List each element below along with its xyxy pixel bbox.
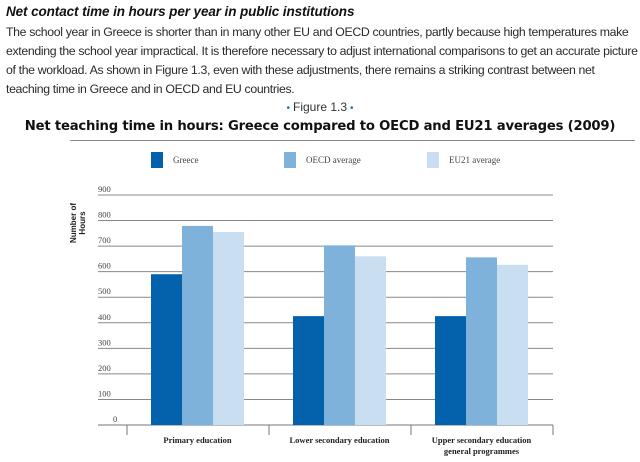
y-tick-label: 700 <box>98 235 111 245</box>
legend-item-oecd: OECD average <box>284 152 361 168</box>
bar-eu21-average-1 <box>213 232 244 425</box>
y-tick-label: 500 <box>98 286 111 296</box>
legend-swatch-eu21 <box>427 152 439 168</box>
y-tick-label: 400 <box>98 312 111 322</box>
title-divider <box>70 140 635 141</box>
bar-chart: 0 100 200 300 400 500 600 700 800 900 <box>98 184 554 435</box>
y-tick-label: 0 <box>113 414 117 424</box>
x-tick-label: Primary education <box>118 435 278 446</box>
y-tick-label: 600 <box>98 261 111 271</box>
x-tick-label-line: Upper secondary education <box>431 435 532 445</box>
x-tick-label-line: Lower secondary education <box>289 435 390 445</box>
legend-item-eu21: EU21 average <box>427 152 500 168</box>
x-tick-label-line: general programmes <box>443 446 520 456</box>
y-tick-label: 900 <box>98 184 111 194</box>
x-tick-label: Upper secondary education general program… <box>402 435 562 457</box>
bar-oecd-average-1 <box>182 225 213 425</box>
body-paragraph: The school year in Greece is shorter tha… <box>6 25 638 96</box>
bar-eu21-average-2 <box>355 256 386 425</box>
chart-title: Net teaching time in hours: Greece compa… <box>24 119 616 134</box>
legend-swatch-oecd <box>284 152 296 168</box>
y-tick-label: 200 <box>98 363 111 373</box>
bar-greece-1 <box>151 274 182 425</box>
bar-eu21-average-3 <box>497 264 528 425</box>
x-tick-label: Lower secondary education <box>260 435 420 446</box>
legend-item-greece: Greece <box>151 152 198 168</box>
y-tick-label: 300 <box>98 337 111 347</box>
bar-greece-2 <box>293 316 324 425</box>
figure-label: • Figure 1.3 • <box>0 100 640 114</box>
x-tick-label-line: Primary education <box>163 435 232 445</box>
section-heading: Net contact time in hours per year in pu… <box>6 4 355 19</box>
legend-label: Greece <box>173 155 199 165</box>
bar-greece-3 <box>435 316 466 425</box>
legend-label: OECD average <box>306 155 361 165</box>
bar-oecd-average-2 <box>324 245 355 425</box>
y-tick-label: 800 <box>98 210 111 220</box>
legend-label: EU21 average <box>449 155 501 165</box>
bullet-icon: • <box>286 103 290 114</box>
y-tick-label: 100 <box>98 388 111 398</box>
legend-swatch-greece <box>151 152 163 168</box>
bullet-icon: • <box>350 103 354 114</box>
chart-legend: Greece OECD average EU21 average <box>0 152 640 172</box>
figure-number: Figure 1.3 <box>292 100 348 114</box>
bar-oecd-average-3 <box>466 257 497 425</box>
